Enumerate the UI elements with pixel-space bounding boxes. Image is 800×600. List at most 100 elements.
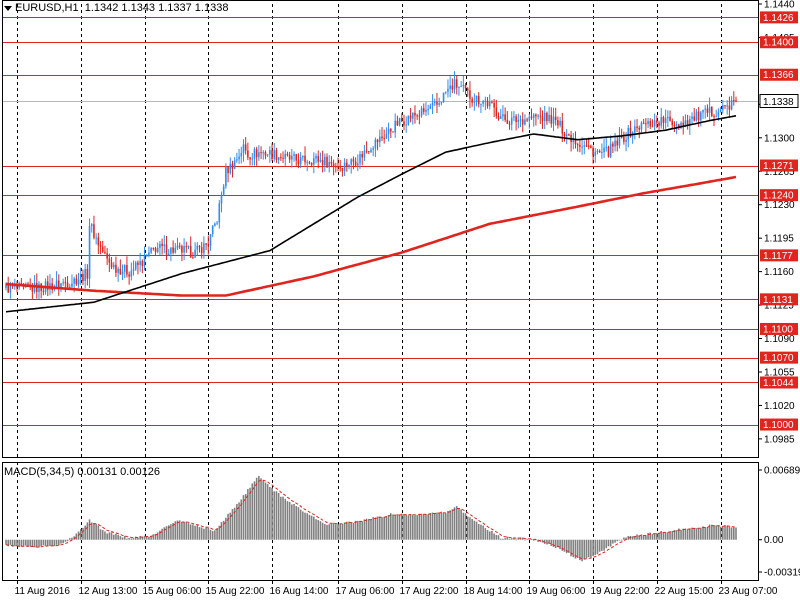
macd-bar[interactable] [139,535,141,540]
macd-bar[interactable] [398,515,401,540]
candle-body[interactable] [262,152,265,154]
candle-body[interactable] [469,90,471,99]
macd-bar[interactable] [363,519,366,540]
macd-bar[interactable] [477,524,480,540]
macd-bar[interactable] [733,527,735,540]
candle-body[interactable] [264,152,267,156]
candle-body[interactable] [491,101,493,103]
candle-body[interactable] [141,261,144,266]
macd-bar[interactable] [559,539,561,550]
candle-body[interactable] [321,159,324,166]
candle-body[interactable] [735,100,737,102]
candle-body[interactable] [308,162,311,164]
macd-bar[interactable] [295,506,298,540]
macd-bar[interactable] [394,515,396,540]
candle-body[interactable] [335,166,337,168]
candle-body[interactable] [363,150,366,158]
candle-body[interactable] [638,127,641,130]
candle-body[interactable] [596,150,599,152]
macd-bar[interactable] [548,539,550,544]
macd-bar[interactable] [638,535,641,540]
macd-bar[interactable] [469,517,471,540]
candle-body[interactable] [220,194,223,204]
candle-body[interactable] [394,120,396,133]
macd-bar[interactable] [689,528,691,540]
macd-bar[interactable] [187,523,190,540]
candle-body[interactable] [88,226,91,279]
macd-bar[interactable] [352,523,355,540]
macd-bar[interactable] [46,539,49,546]
macd-bar[interactable] [178,520,181,540]
candle-body[interactable] [128,274,130,277]
macd-bar[interactable] [667,532,669,540]
macd-bar[interactable] [385,515,388,540]
candle-body[interactable] [506,119,509,124]
macd-bar[interactable] [572,539,575,558]
macd-bar[interactable] [5,539,7,545]
candle-body[interactable] [313,158,315,165]
macd-bar[interactable] [704,527,707,540]
macd-bar[interactable] [60,539,62,544]
macd-bar[interactable] [620,539,623,541]
macd-bar[interactable] [51,539,53,546]
candle-body[interactable] [576,144,579,146]
macd-bar[interactable] [156,532,159,540]
macd-bar[interactable] [18,539,20,548]
macd-bar[interactable] [321,522,324,540]
macd-bar[interactable] [88,519,91,540]
candle-body[interactable] [372,148,374,150]
candle-body[interactable] [389,128,392,132]
macd-bar[interactable] [128,537,130,540]
macd-bar[interactable] [233,507,236,540]
candle-body[interactable] [460,86,462,88]
candle-body[interactable] [722,105,724,110]
macd-bar[interactable] [310,515,313,540]
macd-bar[interactable] [524,539,526,541]
macd-bar[interactable] [240,499,243,540]
macd-bar[interactable] [189,524,192,540]
candle-body[interactable] [209,234,212,246]
candle-body[interactable] [398,118,401,126]
macd-bar[interactable] [546,539,548,545]
macd-bar[interactable] [330,523,333,540]
candle-body[interactable] [678,124,680,128]
candle-body[interactable] [429,105,432,109]
macd-bar[interactable] [455,506,458,540]
candle-body[interactable] [240,153,243,157]
candle-body[interactable] [346,162,348,167]
macd-bar[interactable] [117,534,119,540]
macd-bar[interactable] [695,528,698,540]
candle-body[interactable] [686,120,689,126]
candle-body[interactable] [288,155,291,160]
candle-body[interactable] [370,149,372,153]
macd-bar[interactable] [568,539,570,553]
candle-body[interactable] [719,109,722,112]
candle-body[interactable] [625,139,627,142]
candle-body[interactable] [343,162,346,171]
candle-body[interactable] [185,246,188,248]
candle-body[interactable] [480,103,482,105]
candle-body[interactable] [535,114,537,117]
macd-bar[interactable] [55,539,58,545]
macd-bar[interactable] [260,478,262,540]
candle-body[interactable] [236,159,238,161]
macd-bar[interactable] [368,518,370,540]
candle-body[interactable] [517,120,520,122]
candle-body[interactable] [609,143,612,157]
macd-bar[interactable] [592,539,594,556]
macd-bar[interactable] [104,531,106,540]
macd-bar[interactable] [618,539,621,541]
candle-body[interactable] [629,127,632,137]
macd-bar[interactable] [222,520,225,540]
macd-bar[interactable] [603,539,605,551]
macd-bar[interactable] [255,477,258,540]
candle-body[interactable] [258,152,260,158]
macd-bar[interactable] [319,521,322,540]
macd-bar[interactable] [134,536,137,540]
macd-bar[interactable] [40,539,42,547]
macd-bar[interactable] [370,519,372,540]
candle-body[interactable] [357,163,359,166]
macd-bar[interactable] [68,538,71,540]
macd-bar[interactable] [361,521,364,540]
candle-body[interactable] [302,155,304,158]
